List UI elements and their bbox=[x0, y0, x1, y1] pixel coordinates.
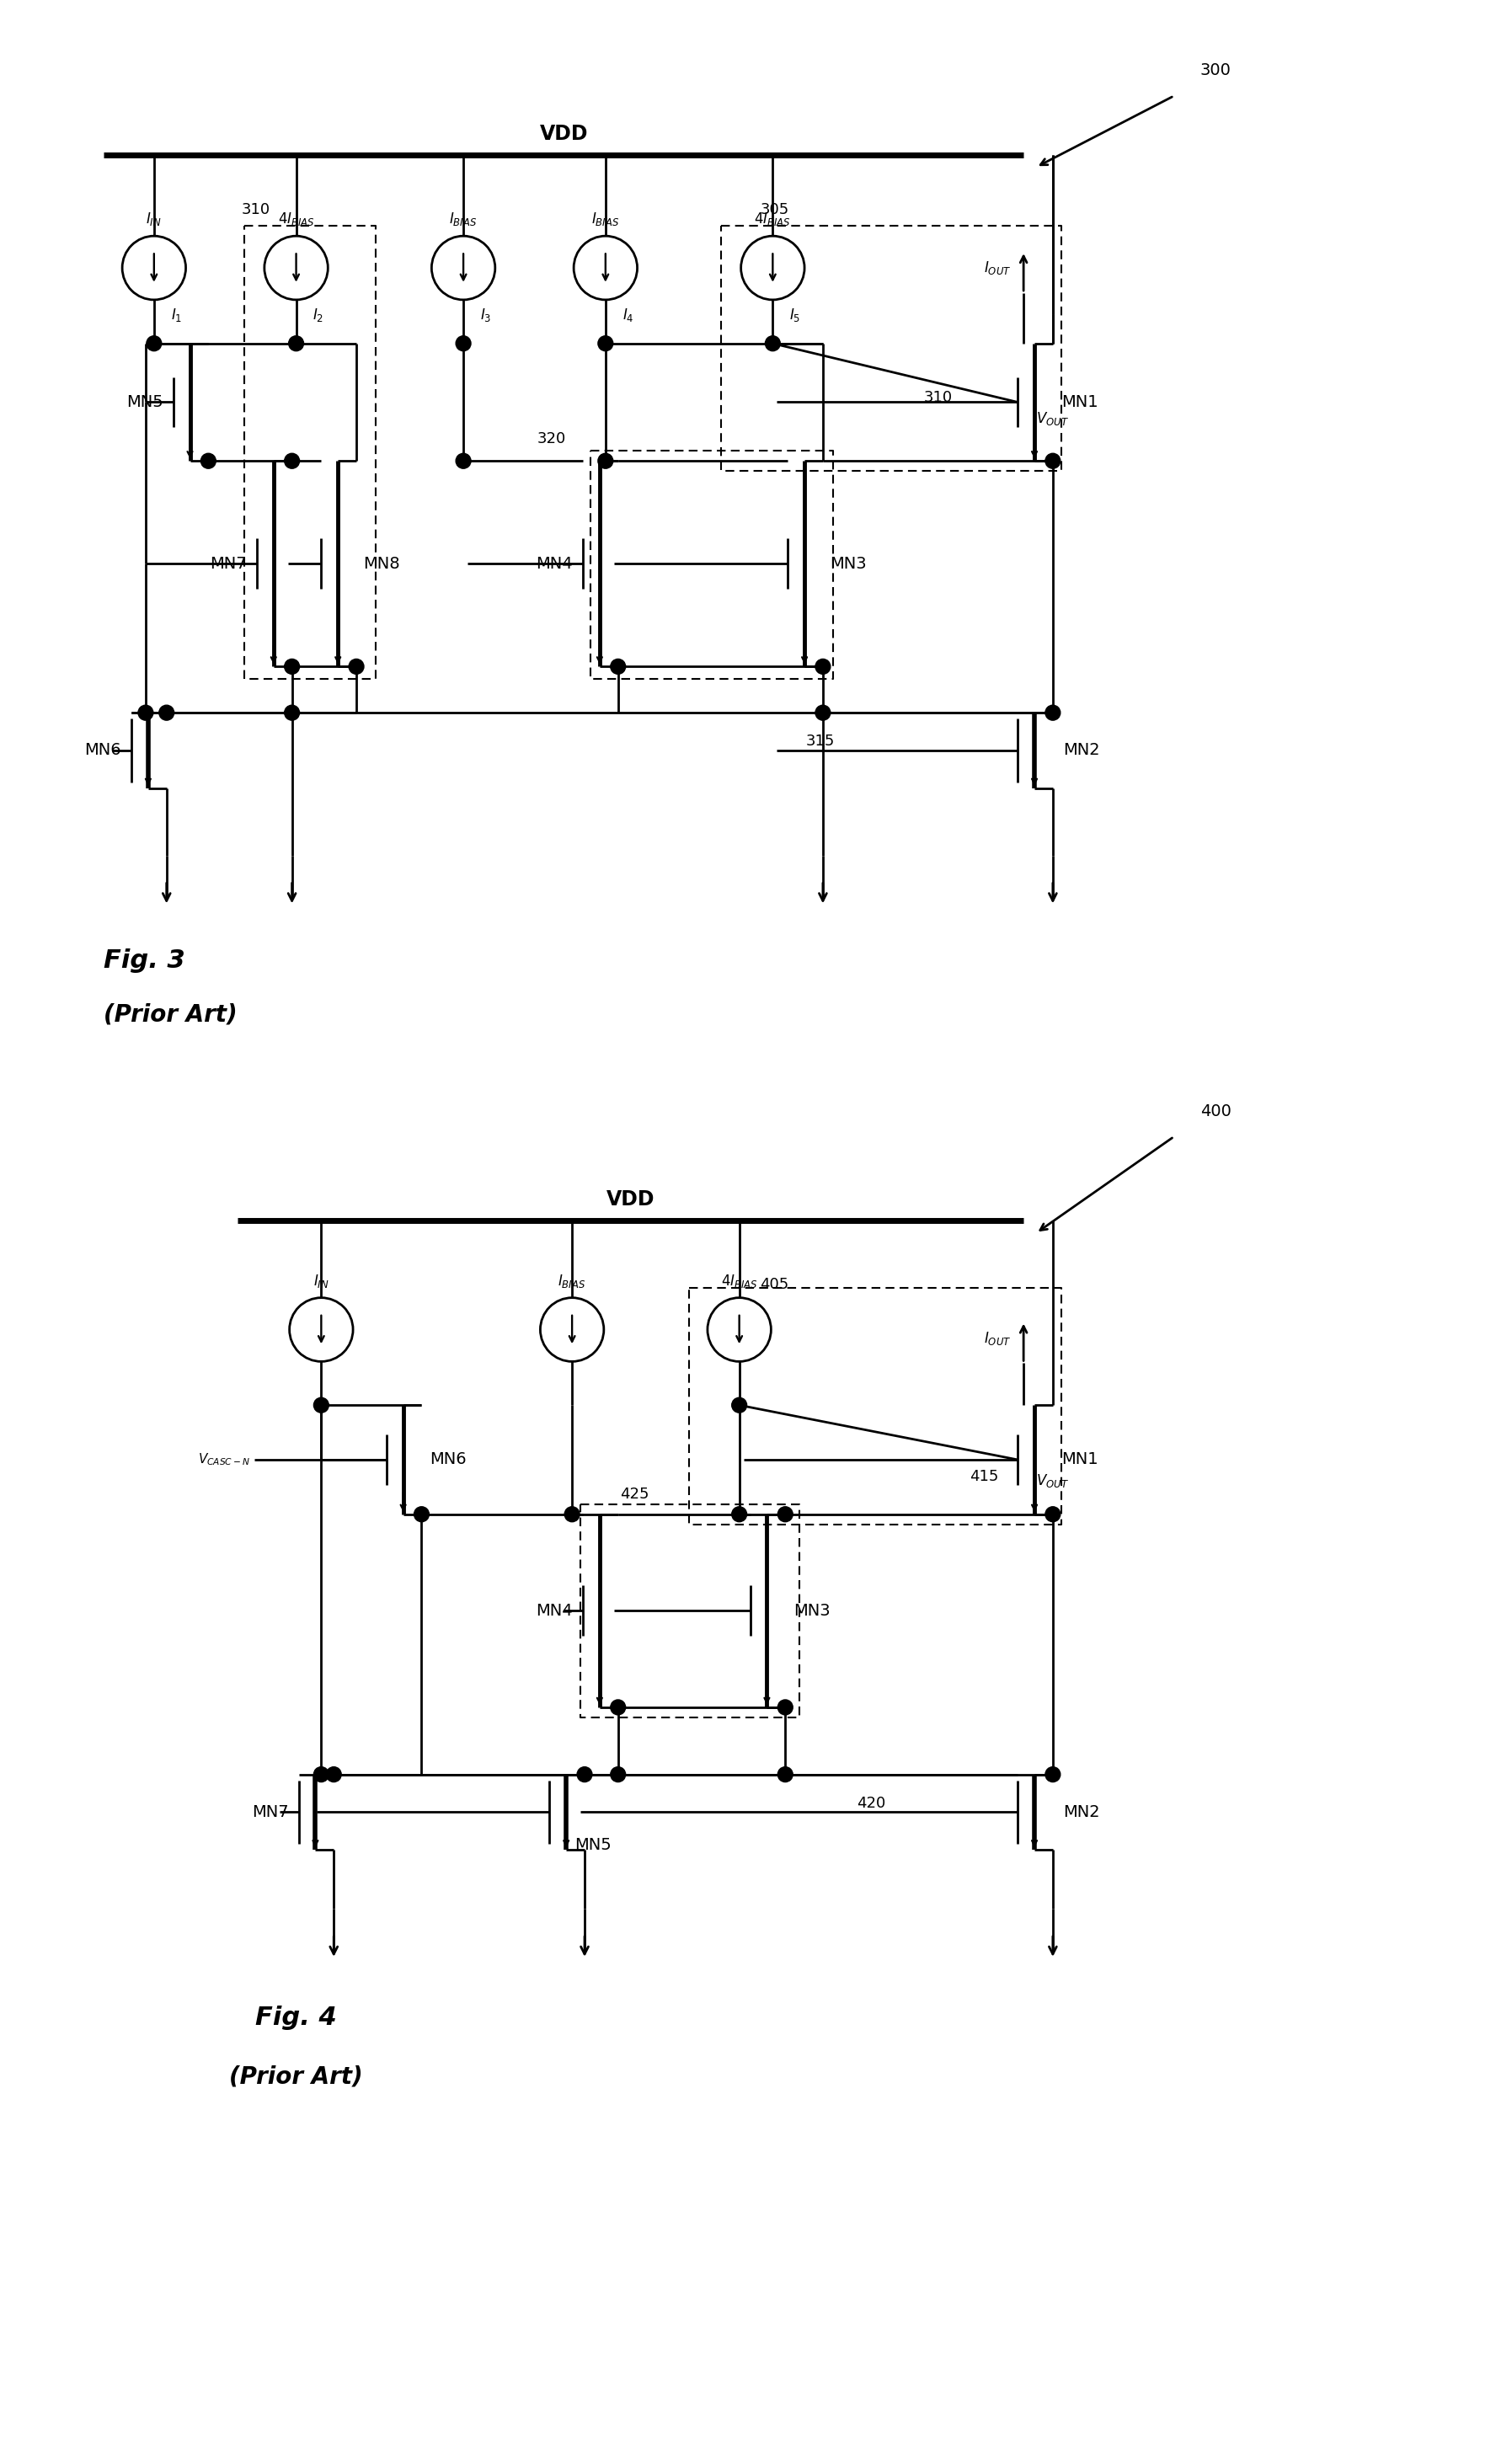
Circle shape bbox=[159, 705, 174, 720]
Circle shape bbox=[815, 659, 830, 674]
Circle shape bbox=[313, 1767, 328, 1782]
Circle shape bbox=[1045, 1506, 1060, 1521]
Text: MN2: MN2 bbox=[1063, 1804, 1099, 1821]
Circle shape bbox=[732, 1506, 747, 1521]
Text: MN3: MN3 bbox=[830, 557, 866, 571]
Text: MN8: MN8 bbox=[363, 557, 399, 571]
Circle shape bbox=[777, 1699, 792, 1716]
Text: (Prior Art): (Prior Art) bbox=[104, 1003, 237, 1028]
Circle shape bbox=[455, 454, 470, 469]
Circle shape bbox=[455, 337, 470, 352]
Circle shape bbox=[414, 1506, 429, 1521]
Circle shape bbox=[777, 1506, 792, 1521]
Circle shape bbox=[349, 659, 364, 674]
Circle shape bbox=[611, 659, 626, 674]
Text: MN7: MN7 bbox=[210, 557, 246, 571]
Circle shape bbox=[284, 659, 299, 674]
Text: $4I_{BIAS}$: $4I_{BIAS}$ bbox=[278, 210, 314, 227]
Circle shape bbox=[777, 1767, 792, 1782]
Text: $I_{BIAS}$: $I_{BIAS}$ bbox=[449, 210, 478, 227]
Circle shape bbox=[289, 337, 304, 352]
Text: $I_3$: $I_3$ bbox=[481, 308, 491, 322]
Text: MN2: MN2 bbox=[1063, 742, 1099, 759]
Text: Fig. 4: Fig. 4 bbox=[256, 2007, 337, 2031]
Text: 315: 315 bbox=[806, 735, 835, 749]
Text: $I_1$: $I_1$ bbox=[171, 308, 181, 322]
Text: 305: 305 bbox=[761, 203, 789, 217]
Text: MN6: MN6 bbox=[85, 742, 121, 759]
Text: $I_4$: $I_4$ bbox=[623, 308, 634, 322]
Circle shape bbox=[815, 705, 830, 720]
Circle shape bbox=[597, 454, 612, 469]
Text: $I_{OUT}$: $I_{OUT}$ bbox=[984, 1330, 1012, 1347]
Text: 300: 300 bbox=[1201, 63, 1231, 78]
Text: $V_{OUT}$: $V_{OUT}$ bbox=[1036, 410, 1069, 427]
Circle shape bbox=[765, 337, 780, 352]
Text: $I_{OUT}$: $I_{OUT}$ bbox=[984, 259, 1012, 276]
Text: $I_{IN}$: $I_{IN}$ bbox=[313, 1272, 330, 1289]
Text: $V_{OUT}$: $V_{OUT}$ bbox=[1036, 1472, 1069, 1489]
Circle shape bbox=[597, 337, 612, 352]
Text: MN4: MN4 bbox=[537, 557, 573, 571]
Circle shape bbox=[578, 1767, 593, 1782]
Circle shape bbox=[1045, 705, 1060, 720]
Circle shape bbox=[138, 705, 153, 720]
Text: MN7: MN7 bbox=[253, 1804, 289, 1821]
Text: $4I_{BIAS}$: $4I_{BIAS}$ bbox=[721, 1272, 758, 1289]
Text: $I_{BIAS}$: $I_{BIAS}$ bbox=[558, 1272, 587, 1289]
Text: 400: 400 bbox=[1201, 1103, 1231, 1120]
Text: 415: 415 bbox=[969, 1469, 998, 1484]
Text: 420: 420 bbox=[856, 1797, 885, 1811]
Circle shape bbox=[147, 337, 162, 352]
Circle shape bbox=[1045, 1767, 1060, 1782]
Text: VDD: VDD bbox=[606, 1189, 655, 1211]
Circle shape bbox=[284, 454, 299, 469]
Circle shape bbox=[564, 1506, 579, 1521]
Circle shape bbox=[611, 1699, 626, 1716]
Text: 310: 310 bbox=[924, 391, 953, 405]
Text: 425: 425 bbox=[620, 1487, 649, 1501]
Text: $I_{IN}$: $I_{IN}$ bbox=[147, 210, 162, 227]
Text: Fig. 3: Fig. 3 bbox=[104, 947, 186, 972]
Text: $I_5$: $I_5$ bbox=[789, 308, 801, 322]
Text: MN5: MN5 bbox=[127, 393, 163, 410]
Text: MN4: MN4 bbox=[537, 1604, 573, 1618]
Text: MN5: MN5 bbox=[575, 1838, 611, 1853]
Circle shape bbox=[327, 1767, 342, 1782]
Text: MN1: MN1 bbox=[1061, 1452, 1098, 1467]
Text: $I_{BIAS}$: $I_{BIAS}$ bbox=[591, 210, 620, 227]
Text: 310: 310 bbox=[242, 203, 271, 217]
Text: MN3: MN3 bbox=[794, 1604, 830, 1618]
Text: MN6: MN6 bbox=[429, 1452, 467, 1467]
Circle shape bbox=[313, 1399, 328, 1413]
Text: VDD: VDD bbox=[540, 124, 588, 144]
Circle shape bbox=[611, 1767, 626, 1782]
Text: $I_2$: $I_2$ bbox=[313, 308, 324, 322]
Circle shape bbox=[284, 705, 299, 720]
Text: 320: 320 bbox=[537, 432, 565, 447]
Text: $V_{CASC-N}$: $V_{CASC-N}$ bbox=[198, 1452, 249, 1467]
Text: $4I_{BIAS}$: $4I_{BIAS}$ bbox=[754, 210, 791, 227]
Text: 405: 405 bbox=[761, 1277, 789, 1291]
Circle shape bbox=[732, 1399, 747, 1413]
Text: MN1: MN1 bbox=[1061, 393, 1098, 410]
Circle shape bbox=[1045, 454, 1060, 469]
Text: (Prior Art): (Prior Art) bbox=[230, 2065, 363, 2089]
Circle shape bbox=[201, 454, 216, 469]
